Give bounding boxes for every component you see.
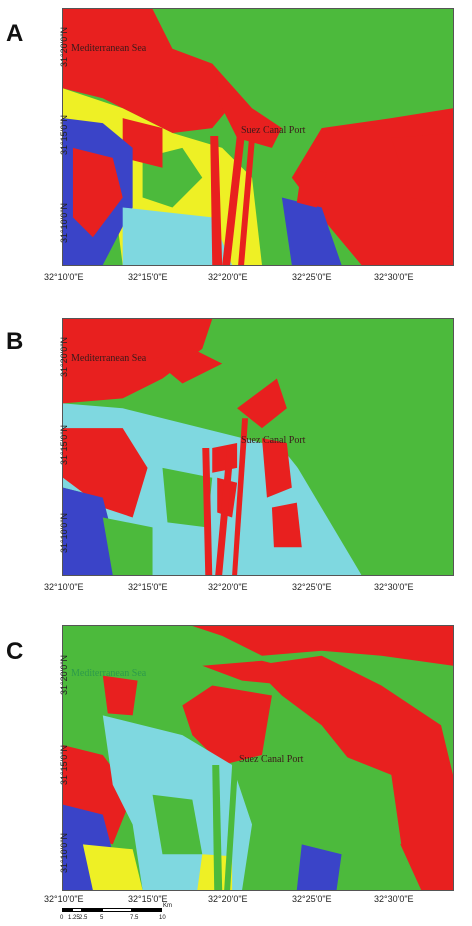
lat-label: 31°10'0"N <box>59 202 69 244</box>
map-raster <box>63 9 453 265</box>
lon-label: 32°25'0"E <box>292 272 332 282</box>
lon-label: 32°15'0"E <box>128 894 168 904</box>
sea-label: Mediterranean Sea <box>71 43 147 54</box>
scale-unit-label: Km <box>163 903 172 909</box>
map-panel-b: B Mediterranean <box>0 310 472 600</box>
lon-label: 32°20'0"E <box>208 894 248 904</box>
lat-label: 31°20'0"N <box>59 336 69 378</box>
classification-map: Mediterranean Sea Suez Canal Port <box>62 625 454 891</box>
sea-label: Mediterranean Sea <box>71 668 147 679</box>
scale-segment <box>82 908 102 912</box>
scale-segment <box>72 908 82 912</box>
lon-label: 32°10'0"E <box>44 272 84 282</box>
scale-segment <box>102 908 132 912</box>
scale-tick-label: 1.25 <box>68 915 80 921</box>
lon-label: 32°30'0"E <box>374 582 414 592</box>
lat-label: 31°10'0"N <box>59 512 69 554</box>
port-label: Suez Canal Port <box>241 125 306 136</box>
lat-label: 31°10'0"N <box>59 832 69 874</box>
lat-label: 31°15'0"N <box>59 114 69 156</box>
map-raster <box>63 319 453 575</box>
port-label: Suez Canal Port <box>239 754 304 765</box>
port-label: Suez Canal Port <box>241 435 306 446</box>
north-arrow-icon <box>423 357 454 576</box>
scale-bar: 0 1.25 2.5 5 7.5 10 Km <box>60 903 182 926</box>
classification-map: Mediterranean Sea Suez Canal Port <box>62 318 454 576</box>
lon-label: 32°25'0"E <box>292 582 332 592</box>
scale-tick-label: 2.5 <box>79 915 88 921</box>
lon-label: 32°30'0"E <box>374 894 414 904</box>
north-arrow-icon <box>423 47 454 266</box>
scale-segment <box>132 908 162 912</box>
lat-label: 31°15'0"N <box>59 424 69 466</box>
map-panel-c: C Mediterranean Sea <box>0 610 472 921</box>
sea-label: Mediterranean Sea <box>71 353 147 364</box>
scale-segment <box>62 908 72 912</box>
panel-letter: A <box>6 20 24 47</box>
lat-label: 31°15'0"N <box>59 744 69 786</box>
map-raster <box>63 626 453 890</box>
classification-map: Mediterranean Sea Suez Canal Port <box>62 8 454 266</box>
lat-label: 31°20'0"N <box>59 654 69 696</box>
lon-label: 32°15'0"E <box>128 582 168 592</box>
lon-label: 32°15'0"E <box>128 272 168 282</box>
lon-label: 32°10'0"E <box>44 894 84 904</box>
scale-tick-label: 5 <box>100 915 104 921</box>
scale-tick-label: 10 <box>159 915 166 921</box>
lon-label: 32°20'0"E <box>208 272 248 282</box>
lon-label: 32°30'0"E <box>374 272 414 282</box>
scale-tick-label: 0 <box>60 915 64 921</box>
lon-label: 32°20'0"E <box>208 582 248 592</box>
panel-letter: B <box>6 328 24 355</box>
panel-letter: C <box>6 638 24 665</box>
lon-label: 32°25'0"E <box>292 894 332 904</box>
map-panel-a: A Mediterranean Sea Suez Canal Port <box>0 0 472 300</box>
scale-tick-label: 7.5 <box>130 915 139 921</box>
lat-label: 31°20'0"N <box>59 26 69 68</box>
north-arrow-icon <box>423 678 454 891</box>
lon-label: 32°10'0"E <box>44 582 84 592</box>
